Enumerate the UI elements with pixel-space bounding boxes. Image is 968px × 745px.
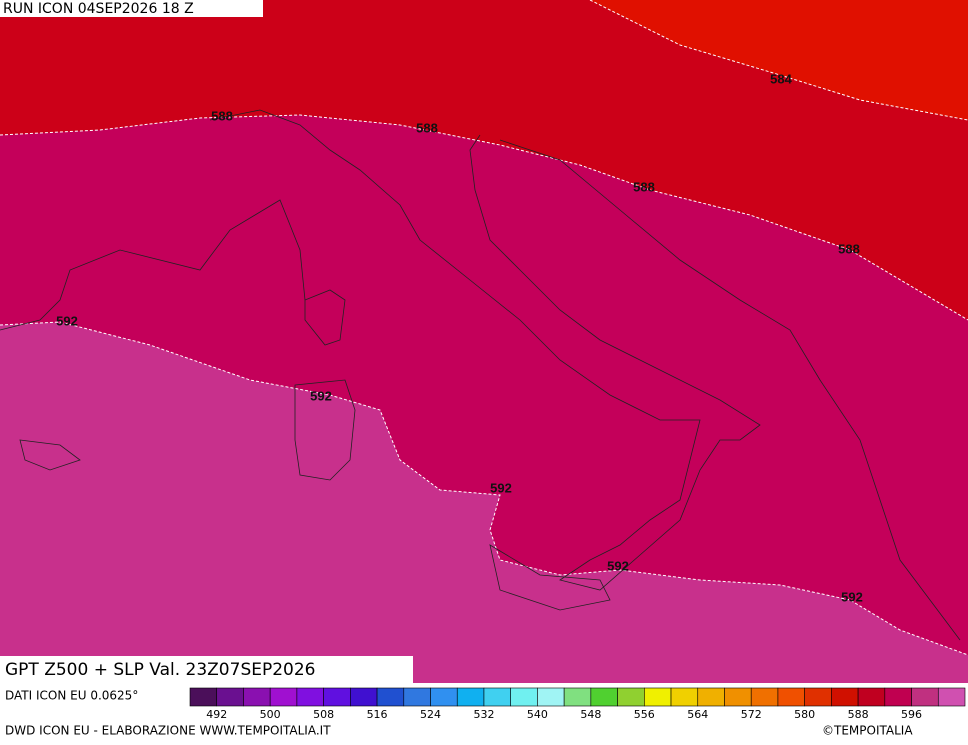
contour-label: 592 [490, 480, 512, 495]
colorbar-swatch [563, 687, 592, 707]
colorbar-tick-label: 540 [527, 708, 548, 721]
colorbar-swatch [724, 687, 752, 707]
colorbar-tick-label: 492 [206, 708, 227, 721]
contours [0, 0, 968, 656]
colorbar-tick-label: 500 [260, 708, 281, 721]
contour-label: 588 [416, 120, 438, 135]
colorbar-swatch [804, 687, 832, 707]
colorbar-swatch [937, 687, 966, 707]
colorbar-swatch [590, 687, 618, 707]
colorbar-swatch [323, 687, 351, 707]
colorbar-swatch [911, 687, 939, 707]
colorbar: 492 500 508 516 524 532 540 548 556 564 572 580 588 5… [189, 687, 966, 721]
colorbar-swatch [403, 687, 431, 707]
colorbar-swatch [831, 687, 859, 707]
colorbar-swatch [350, 687, 378, 707]
colorbar-swatch [189, 687, 218, 707]
header-box [0, 0, 263, 17]
map-title: GPT Z500 + SLP Val. 23Z07SEP2026 [5, 660, 316, 680]
colorbar-tick-label: 516 [367, 708, 388, 721]
contour-label: 592 [607, 558, 629, 573]
colorbar-swatch [857, 687, 886, 707]
colorbar-swatch [430, 687, 458, 707]
contour-label: 584 [770, 71, 792, 86]
colorbar-tick-label: 508 [313, 708, 334, 721]
title-box [0, 656, 413, 683]
colorbar-swatch [884, 687, 912, 707]
contour-label: 592 [310, 388, 332, 403]
coastlines [0, 109, 961, 641]
contour-label: 592 [56, 313, 78, 328]
colorbar-swatch [296, 687, 324, 707]
colorbar-swatch [376, 687, 405, 707]
run-label: RUN ICON 04SEP2026 18 Z [3, 1, 194, 17]
colorbar-tick-label: 580 [794, 708, 815, 721]
colorbar-swatch [537, 687, 565, 707]
colorbar-tick-label: 596 [901, 708, 922, 721]
contour-labels: 584 588 588 588 588 592 592 592 592 592 [56, 71, 863, 604]
source: DATI ICON EU 0.0625° [5, 689, 138, 703]
colorbar-swatch [216, 687, 244, 707]
colorbar-swatch [617, 687, 645, 707]
colorbar-swatch [670, 687, 699, 707]
colorbar-tick-label: 548 [580, 708, 601, 721]
colorbar-swatch [456, 687, 485, 707]
colorbar-swatch [644, 687, 672, 707]
contour-label: 588 [633, 179, 655, 194]
zone-584-588 [0, 0, 968, 320]
colorbar-swatch [750, 687, 779, 707]
contour-label: 592 [841, 589, 863, 604]
colorbar-swatch [697, 687, 725, 707]
colorbar-swatch [243, 687, 271, 707]
colorbar-swatch [269, 687, 298, 707]
map: 584 588 588 588 588 592 592 592 592 592 [0, 0, 968, 683]
colorbar-tick-label: 564 [687, 708, 708, 721]
credit: DWD ICON EU - ELABORAZIONE WWW.TEMPOITAL… [5, 724, 331, 738]
colorbar-swatch [483, 687, 511, 707]
colorbar-tick-label: 524 [420, 708, 441, 721]
colorbar-tick-label: 572 [741, 708, 762, 721]
colorbar-swatch [510, 687, 538, 707]
zone-584 [590, 0, 968, 120]
colorbar-tick-label: 588 [848, 708, 869, 721]
colorbar-tick-label: 556 [634, 708, 655, 721]
contour-label: 588 [838, 241, 860, 256]
contour-label: 588 [211, 108, 233, 123]
colorbar-tick-label: 532 [473, 708, 494, 721]
copyright: ©TEMPOITALIA [822, 724, 913, 738]
colorbar-swatch [777, 687, 805, 707]
